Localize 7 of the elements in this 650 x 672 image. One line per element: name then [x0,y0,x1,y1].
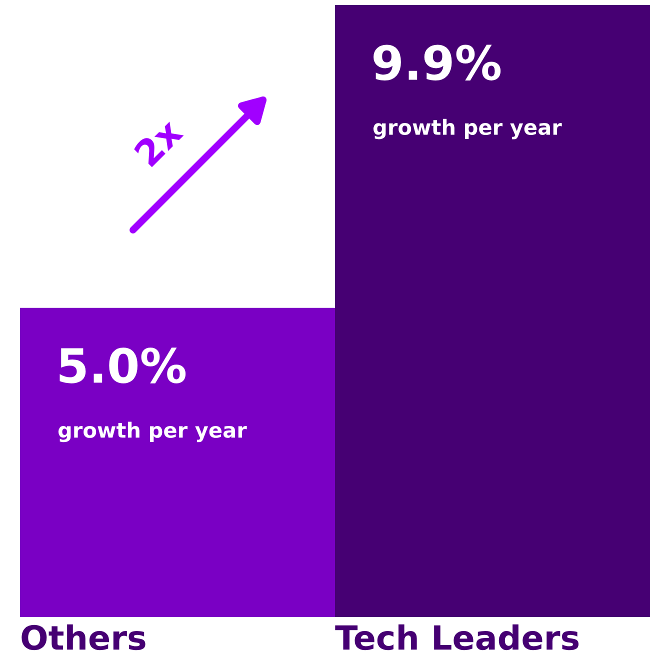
annotation: growth per year [58,422,247,442]
data-label: 5.0% [60,348,186,384]
x-tick-label: Tech Leaders [335,624,579,650]
x-tick-label: Others [22,624,146,650]
annotation: 2x [132,116,184,168]
annotation: growth per year [373,118,562,140]
data-label: 9.9% [374,44,501,80]
